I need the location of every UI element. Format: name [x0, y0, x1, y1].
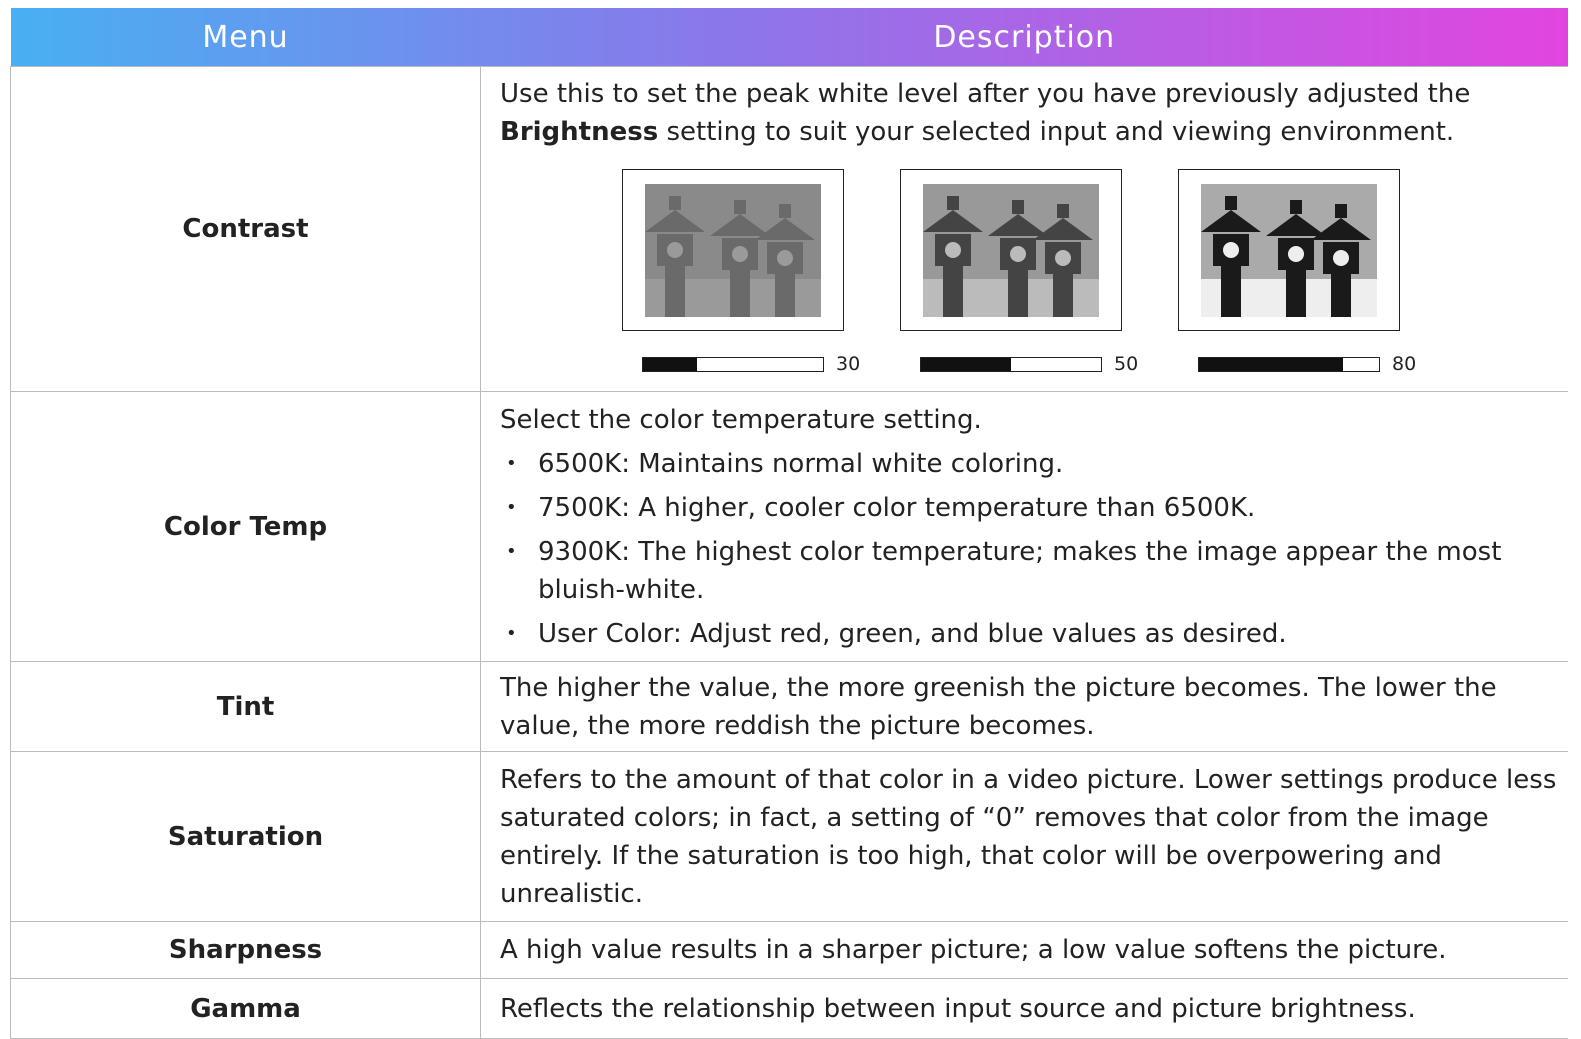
bullet-item: 9300K: The highest color temperature; ma…: [500, 533, 1568, 609]
menu-cell: Tint: [10, 661, 481, 752]
example: 30: [622, 169, 897, 383]
menu-cell: Sharpness: [10, 921, 481, 979]
slider: 50: [920, 345, 1175, 383]
menu-cell: Saturation: [10, 751, 481, 922]
slider-fill: [643, 357, 697, 371]
desc-cell: The higher the value, the more greenish …: [480, 661, 1568, 752]
header-cell: Menu: [202, 19, 289, 55]
bold-text: Brightness: [500, 117, 659, 147]
bullet-item: 6500K: Maintains normal white coloring.: [500, 445, 1568, 483]
menu-cell: Gamma: [10, 978, 481, 1039]
slider: 30: [642, 345, 897, 383]
row: Gamma Reflects the relationship between …: [10, 978, 1568, 1039]
desc-cell: Select the color temperature setting. 65…: [480, 391, 1568, 662]
photo-frame: [622, 169, 844, 331]
paragraph: Use this to set the peak white level aft…: [500, 75, 1568, 151]
example: 80: [1178, 169, 1453, 383]
menu-cell: Contrast: [10, 66, 481, 392]
bullet-list: 6500K: Maintains normal white coloring. 7…: [500, 445, 1568, 653]
settings-table: Menu Description Contrast Use this to se…: [10, 8, 1568, 1039]
bullet-item: 7500K: A higher, cooler color temperatur…: [500, 489, 1568, 527]
text: setting to suit your selected input and …: [658, 117, 1455, 147]
row: Saturation Refers to the amount of that …: [10, 751, 1568, 922]
example: 50: [900, 169, 1175, 383]
slider-value: 30: [836, 353, 861, 375]
slider-value: 80: [1392, 353, 1417, 375]
header-cell: Description: [933, 19, 1116, 55]
paragraph: Select the color temperature setting.: [500, 404, 982, 435]
header-row: Menu Description: [10, 8, 1568, 67]
desc-cell: Use this to set the peak white level aft…: [480, 66, 1568, 392]
desc-cell: Reflects the relationship between input …: [480, 978, 1568, 1039]
row: Contrast Use this to set the peak white …: [10, 66, 1568, 392]
photo: [923, 183, 1099, 317]
slider: 80: [1198, 345, 1453, 383]
slider-fill: [921, 357, 1011, 371]
row: Tint The higher the value, the more gree…: [10, 661, 1568, 752]
slider-track: [920, 356, 1102, 372]
menu-cell: Color Temp: [10, 391, 481, 662]
slider-fill: [1199, 357, 1343, 371]
slider-track: [642, 356, 824, 372]
photo: [1201, 183, 1377, 317]
row: Color Temp Select the color temperature …: [10, 391, 1568, 662]
desc-cell: A high value results in a sharper pictur…: [480, 921, 1568, 979]
desc-cell: Refers to the amount of that color in a …: [480, 751, 1568, 922]
slider-value: 50: [1114, 353, 1139, 375]
row: Sharpness A high value results in a shar…: [10, 921, 1568, 979]
text: Use this to set the peak white level aft…: [500, 79, 1471, 109]
examples: 30 50 80: [622, 169, 1568, 383]
photo-frame: [900, 169, 1122, 331]
bullet-item: User Color: Adjust red, green, and blue …: [500, 615, 1568, 653]
slider-track: [1198, 356, 1380, 372]
photo: [645, 183, 821, 317]
photo-frame: [1178, 169, 1400, 331]
